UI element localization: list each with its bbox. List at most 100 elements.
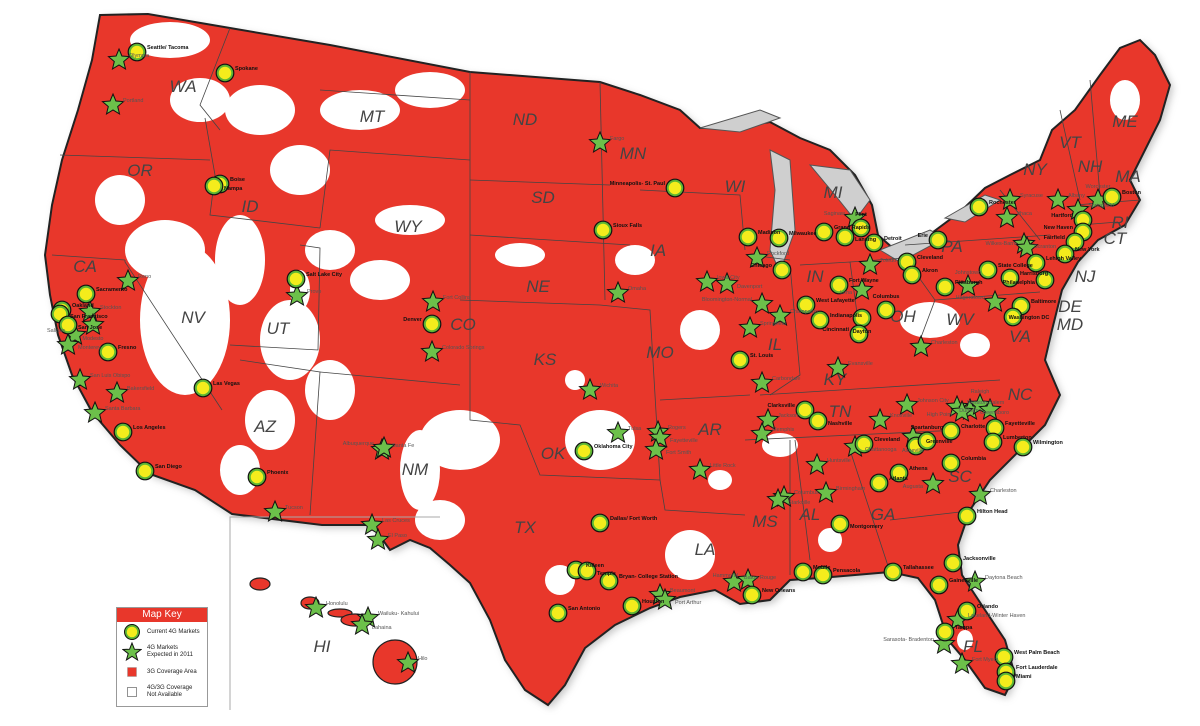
market-current-marker[interactable] [835,227,855,247]
market-current-marker[interactable] [1065,232,1085,252]
market-current-marker[interactable] [917,431,937,451]
market-current-marker[interactable] [849,324,869,344]
market-2011-marker[interactable] [868,407,892,430]
market-2011-marker[interactable] [83,400,107,423]
market-current-marker[interactable] [98,342,118,362]
market-current-marker[interactable] [983,432,1003,452]
market-2011-marker[interactable] [978,397,1002,420]
market-current-marker[interactable] [796,295,816,315]
market-current-marker[interactable] [742,585,762,605]
market-current-marker[interactable] [769,228,789,248]
market-2011-marker[interactable] [588,130,612,153]
market-2011-marker[interactable] [68,367,92,390]
market-current-marker[interactable] [943,553,963,573]
market-current-marker[interactable] [902,265,922,285]
market-2011-marker[interactable] [963,569,987,592]
market-current-marker[interactable] [883,562,903,582]
market-2011-marker[interactable] [360,512,384,535]
market-current-marker[interactable] [422,314,442,334]
market-2011-marker[interactable] [1015,235,1039,258]
market-current-marker[interactable] [941,421,961,441]
market-2011-marker[interactable] [826,355,850,378]
market-2011-marker[interactable] [107,47,131,70]
market-2011-marker[interactable] [653,587,677,610]
market-2011-marker[interactable] [78,299,102,322]
market-2011-marker[interactable] [396,650,420,673]
market-2011-marker[interactable] [909,334,933,357]
market-2011-marker[interactable] [606,280,630,303]
market-2011-marker[interactable] [750,291,774,314]
market-current-marker[interactable] [941,453,961,473]
market-current-marker[interactable] [247,467,267,487]
market-current-marker[interactable] [810,310,830,330]
market-current-marker[interactable] [574,441,594,461]
market-2011-marker[interactable] [768,303,792,326]
market-2011-marker[interactable] [578,377,602,400]
market-current-marker[interactable] [813,565,833,585]
market-current-marker[interactable] [795,400,815,420]
market-2011-marker[interactable] [995,205,1019,228]
market-2011-marker[interactable] [750,421,774,444]
market-current-marker[interactable] [1102,187,1122,207]
market-2011-marker[interactable] [101,92,125,115]
market-current-marker[interactable] [854,434,874,454]
market-current-marker[interactable] [1013,437,1033,457]
market-2011-marker[interactable] [56,332,80,355]
market-2011-marker[interactable] [304,595,328,618]
market-current-marker[interactable] [869,473,889,493]
market-current-marker[interactable] [1055,244,1075,264]
market-current-marker[interactable] [548,603,568,623]
market-2011-marker[interactable] [350,612,374,635]
market-2011-marker[interactable] [805,452,829,475]
market-2011-marker[interactable] [736,567,760,590]
market-2011-marker[interactable] [814,480,838,503]
market-current-marker[interactable] [808,411,828,431]
market-current-marker[interactable] [1035,270,1055,290]
market-current-marker[interactable] [135,461,155,481]
market-2011-marker[interactable] [766,487,790,510]
market-2011-marker[interactable] [715,271,739,294]
market-current-marker[interactable] [829,275,849,295]
market-current-marker[interactable] [1026,253,1046,273]
market-current-marker[interactable] [738,227,758,247]
market-2011-marker[interactable] [695,269,719,292]
market-current-marker[interactable] [1000,268,1020,288]
market-2011-marker[interactable] [1046,187,1070,210]
market-current-marker[interactable] [772,260,792,280]
market-2011-marker[interactable] [105,380,129,403]
market-2011-marker[interactable] [285,283,309,306]
market-2011-marker[interactable] [998,187,1022,210]
market-2011-marker[interactable] [372,435,396,458]
market-current-marker[interactable] [76,284,96,304]
market-2011-marker[interactable] [688,457,712,480]
market-2011-marker[interactable] [858,252,882,275]
market-2011-marker[interactable] [421,289,445,312]
market-current-marker[interactable] [599,571,619,591]
market-current-marker[interactable] [793,562,813,582]
market-current-marker[interactable] [204,176,224,196]
market-current-marker[interactable] [193,378,213,398]
market-2011-marker[interactable] [968,482,992,505]
market-2011-marker[interactable] [950,651,974,674]
market-2011-marker[interactable] [950,399,974,422]
market-2011-marker[interactable] [606,420,630,443]
market-current-marker[interactable] [814,222,834,242]
market-current-marker[interactable] [957,601,977,621]
market-current-marker[interactable] [730,350,750,370]
market-2011-marker[interactable] [81,312,105,335]
market-2011-marker[interactable] [921,471,945,494]
market-2011-marker[interactable] [956,273,980,296]
market-2011-marker[interactable] [263,499,287,522]
market-current-marker[interactable] [996,671,1016,691]
market-2011-marker[interactable] [420,339,444,362]
market-current-marker[interactable] [286,269,306,289]
market-2011-marker[interactable] [116,268,140,291]
market-2011-marker[interactable] [895,392,919,415]
market-current-marker[interactable] [876,300,896,320]
market-current-marker[interactable] [935,277,955,297]
market-2011-marker[interactable] [983,289,1007,312]
market-current-marker[interactable] [593,220,613,240]
market-current-marker[interactable] [935,622,955,642]
market-current-marker[interactable] [978,260,998,280]
market-2011-marker[interactable] [745,245,769,268]
